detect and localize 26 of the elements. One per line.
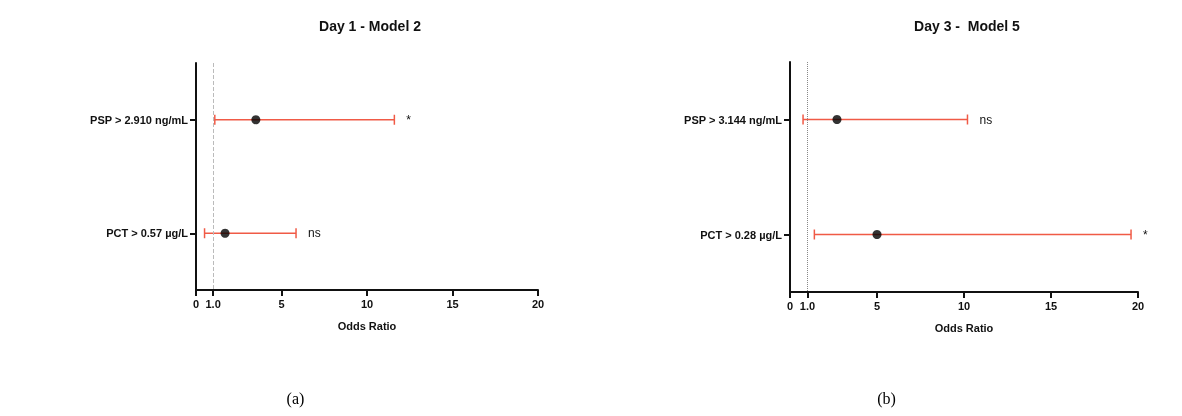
chart-title: Day 1 - Model 2 bbox=[319, 18, 422, 34]
chart-title: Day 3 - Model 5 bbox=[914, 18, 1021, 34]
x-tick-label: 20 bbox=[531, 297, 545, 310]
annotation: * bbox=[406, 112, 412, 127]
x-tick-label: 5 bbox=[278, 297, 285, 310]
x-tick-label: 1.0 bbox=[205, 297, 221, 310]
x-tick-label: 15 bbox=[1044, 299, 1058, 312]
y-tick-label: PCT > 0.28 µg/L bbox=[700, 228, 783, 241]
x-axis-title: Odds Ratio bbox=[934, 321, 994, 334]
y-tick-label: PSP > 2.910 ng/mL bbox=[90, 113, 189, 126]
x-tick-label: 5 bbox=[873, 299, 881, 312]
x-tick-label: 10 bbox=[360, 297, 374, 310]
x-tick-label: 20 bbox=[1131, 299, 1145, 312]
y-tick-label: PCT > 0.57 µg/L bbox=[106, 227, 189, 240]
x-tick-label: 15 bbox=[446, 297, 459, 310]
annotation: ns bbox=[979, 112, 993, 127]
x-tick-label: 1.0 bbox=[799, 299, 816, 312]
text: (a) bbox=[286, 389, 305, 408]
annotation: ns bbox=[308, 226, 321, 241]
y-tick-label: PSP > 3.144 ng/mL bbox=[684, 113, 783, 126]
x-axis-title: Odds Ratio bbox=[337, 319, 397, 332]
text: (b) bbox=[877, 389, 896, 408]
x-tick-label: 10 bbox=[957, 299, 971, 312]
x-tick-label: 0 bbox=[786, 299, 794, 312]
text: * bbox=[1143, 227, 1149, 242]
x-tick-label: 0 bbox=[192, 297, 200, 310]
